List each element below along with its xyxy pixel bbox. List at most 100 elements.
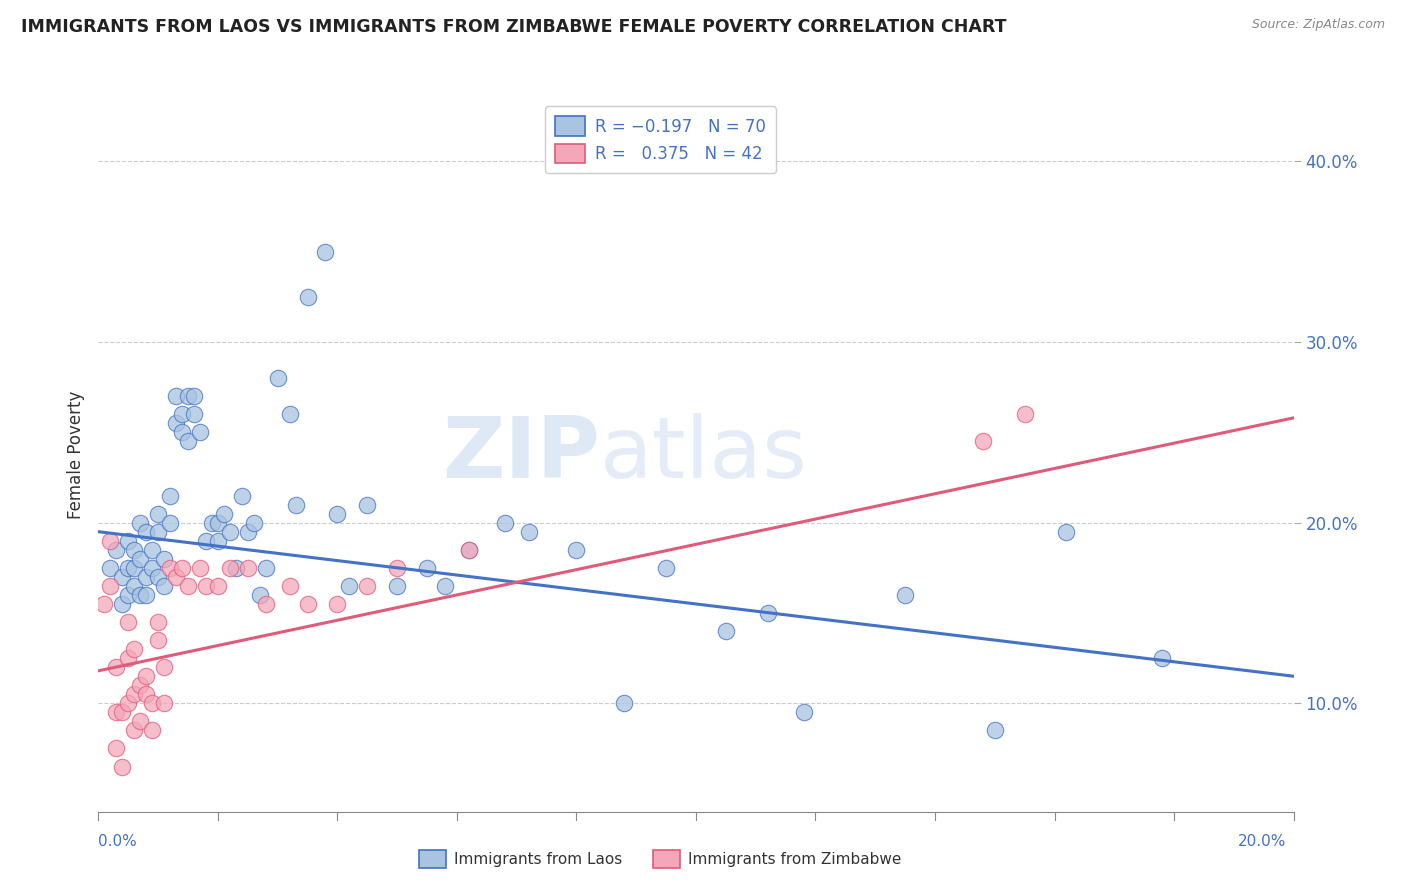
Point <box>117 696 139 710</box>
Point <box>1150 651 1173 665</box>
Legend: Immigrants from Laos, Immigrants from Zimbabwe: Immigrants from Laos, Immigrants from Zi… <box>411 843 910 875</box>
Point <box>141 542 163 557</box>
Point <box>972 434 994 449</box>
Text: 20.0%: 20.0% <box>1239 834 1286 849</box>
Point <box>565 542 588 557</box>
Point <box>129 516 152 530</box>
Point <box>236 561 259 575</box>
Point <box>105 706 128 720</box>
Point <box>194 579 218 593</box>
Point <box>1054 524 1078 539</box>
Point <box>148 507 170 521</box>
Point <box>135 524 157 539</box>
Point <box>117 561 139 575</box>
Point <box>756 606 779 620</box>
Point <box>249 588 271 602</box>
Point <box>135 588 157 602</box>
Point <box>172 407 194 421</box>
Point <box>135 687 157 701</box>
Point <box>124 579 146 593</box>
Point <box>714 624 737 638</box>
Point <box>159 489 181 503</box>
Point <box>194 533 218 548</box>
Point <box>148 615 170 629</box>
Text: 0.0%: 0.0% <box>98 834 138 849</box>
Point <box>124 642 146 657</box>
Point <box>135 570 157 584</box>
Point <box>129 714 152 729</box>
Point <box>326 597 349 611</box>
Point <box>458 542 481 557</box>
Point <box>494 516 516 530</box>
Point <box>111 706 134 720</box>
Point <box>267 371 290 385</box>
Text: Source: ZipAtlas.com: Source: ZipAtlas.com <box>1251 18 1385 31</box>
Point <box>1014 407 1036 421</box>
Point <box>172 425 194 440</box>
Point <box>98 561 122 575</box>
Point <box>655 561 678 575</box>
Point <box>124 687 146 701</box>
Point <box>613 696 636 710</box>
Point <box>236 524 259 539</box>
Point <box>105 741 128 756</box>
Point <box>177 389 200 403</box>
Point <box>177 434 200 449</box>
Point <box>315 244 337 259</box>
Point <box>284 498 307 512</box>
Point <box>105 542 128 557</box>
Point <box>117 615 139 629</box>
Point <box>188 561 211 575</box>
Point <box>93 597 115 611</box>
Point <box>356 579 378 593</box>
Point <box>153 660 176 674</box>
Point <box>153 551 176 566</box>
Point <box>517 524 540 539</box>
Point <box>207 579 229 593</box>
Point <box>159 561 181 575</box>
Point <box>356 498 378 512</box>
Point <box>793 706 815 720</box>
Point <box>385 561 409 575</box>
Point <box>207 533 229 548</box>
Point <box>297 597 319 611</box>
Point <box>212 507 235 521</box>
Point <box>111 759 134 773</box>
Point <box>141 723 163 738</box>
Point <box>135 669 157 683</box>
Point <box>124 723 146 738</box>
Point <box>894 588 917 602</box>
Point <box>165 389 187 403</box>
Point <box>129 678 152 692</box>
Point <box>183 389 205 403</box>
Point <box>188 425 211 440</box>
Point <box>124 561 146 575</box>
Text: atlas: atlas <box>600 413 808 497</box>
Point <box>219 561 242 575</box>
Point <box>225 561 247 575</box>
Text: IMMIGRANTS FROM LAOS VS IMMIGRANTS FROM ZIMBABWE FEMALE POVERTY CORRELATION CHAR: IMMIGRANTS FROM LAOS VS IMMIGRANTS FROM … <box>21 18 1007 36</box>
Point <box>207 516 229 530</box>
Point <box>117 588 139 602</box>
Point <box>243 516 266 530</box>
Point <box>339 579 360 593</box>
Point <box>159 516 181 530</box>
Point <box>278 579 301 593</box>
Point <box>98 533 122 548</box>
Text: ZIP: ZIP <box>443 413 600 497</box>
Point <box>219 524 242 539</box>
Point <box>148 570 170 584</box>
Point <box>141 696 163 710</box>
Point <box>434 579 457 593</box>
Point <box>172 561 194 575</box>
Point <box>165 570 187 584</box>
Point <box>254 561 277 575</box>
Point <box>297 290 319 304</box>
Point <box>177 579 200 593</box>
Point <box>129 588 152 602</box>
Point <box>98 579 122 593</box>
Point <box>201 516 224 530</box>
Point <box>458 542 481 557</box>
Point <box>105 660 128 674</box>
Point <box>165 417 187 431</box>
